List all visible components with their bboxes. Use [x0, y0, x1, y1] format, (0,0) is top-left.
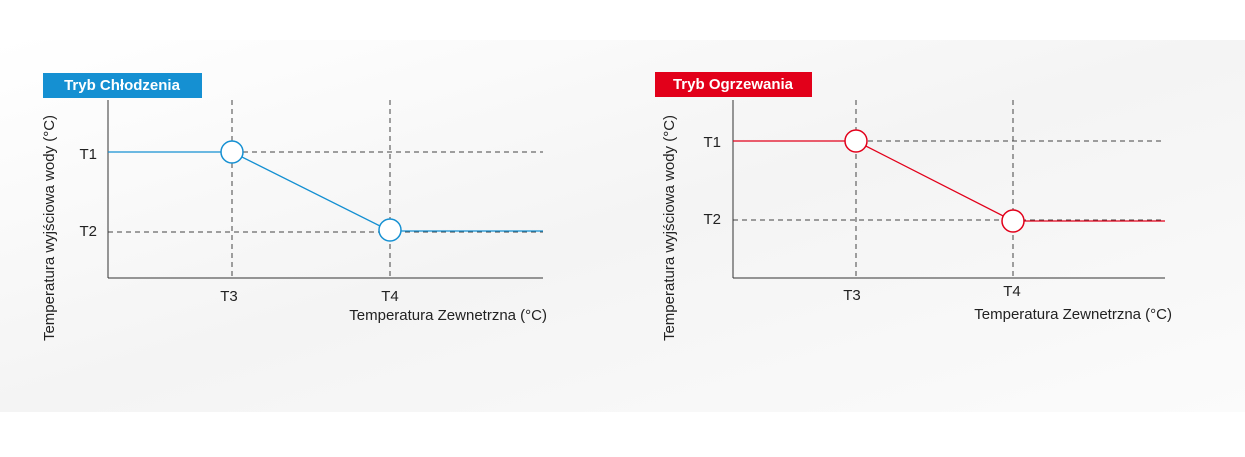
y-tick-label: T1: [79, 146, 97, 163]
y-tick-label: T1: [703, 134, 721, 151]
x-tick-label: T4: [381, 288, 399, 305]
badge-text: Tryb Chłodzenia: [64, 77, 181, 94]
x-axis-label: Temperatura Zewnetrzna (°C): [974, 306, 1172, 323]
x-tick-label: T4: [1003, 283, 1021, 300]
y-axis-label: Temperatura wyjściowa wody (°C): [41, 115, 58, 341]
y-tick-label: T2: [79, 223, 97, 240]
x-axis-label: Temperatura Zewnetrzna (°C): [349, 307, 547, 324]
curve: [108, 151, 543, 232]
cooling-panel: Tryb Chłodzenia T1 T2 T3 T4 Temperatura …: [41, 73, 547, 341]
badge: [655, 72, 812, 97]
badge: [43, 73, 202, 98]
point: [1001, 209, 1025, 233]
point: [378, 218, 402, 242]
y-tick-label: T2: [703, 211, 721, 228]
y-axis-label: Temperatura wyjściowa wody (°C): [661, 115, 678, 341]
heating-panel: Tryb Ogrzewania T1 T2 T3 T4 Temperatura …: [655, 72, 1172, 341]
curve: [733, 140, 1165, 222]
x-tick-label: T3: [220, 288, 238, 305]
point: [220, 140, 244, 164]
badge-text: Tryb Ogrzewania: [673, 76, 794, 93]
point: [844, 129, 868, 153]
x-tick-label: T3: [843, 287, 861, 304]
background: [0, 40, 1245, 412]
